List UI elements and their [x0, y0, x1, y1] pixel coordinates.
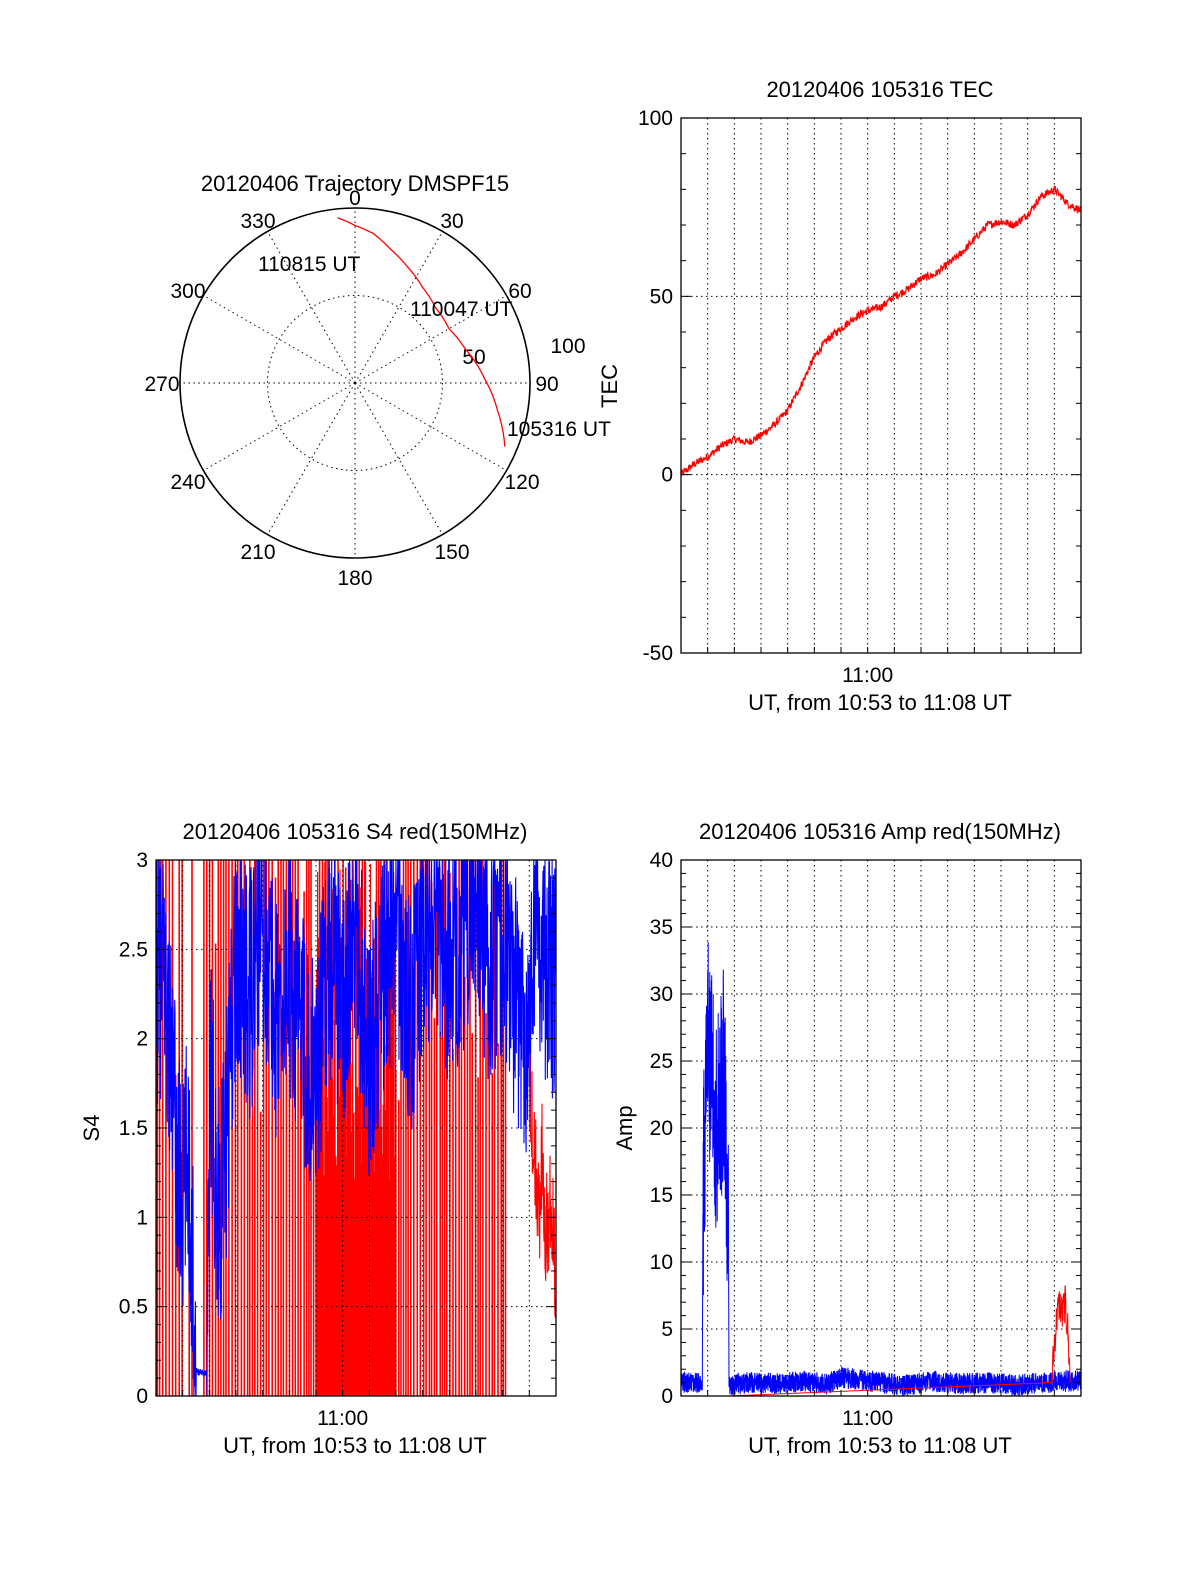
s4-panel: 20120406 105316 S4 red(150MHz) 0 0.5 1 1.5 2…	[79, 819, 557, 1458]
trajectory-label-start: 105316 UT	[507, 418, 611, 441]
polar-spoke-210	[267, 382, 356, 535]
trajectory-label-mid: 110047 UT	[410, 298, 513, 321]
polar-spoke-300	[203, 295, 356, 384]
amp-series-0	[680, 942, 1082, 1396]
azimuth-label-150: 150	[434, 541, 469, 564]
amp-series	[680, 942, 1082, 1397]
azimuth-label-300: 300	[170, 280, 205, 303]
amp-ytick-label: 40	[650, 849, 673, 872]
amp-ytick-label: 15	[650, 1184, 673, 1207]
azimuth-label-270: 270	[144, 373, 179, 396]
tec-plot-frame	[680, 117, 1082, 654]
azimuth-label-30: 30	[440, 210, 463, 233]
amp-ytick-label: 20	[650, 1117, 673, 1140]
s4-ytick-label: 1.5	[119, 1117, 148, 1140]
tec-ytick-label: -50	[643, 642, 673, 665]
polar-spoke-150	[354, 382, 443, 535]
amp-x-ticks: 11:00	[680, 1390, 1082, 1430]
tec-x-ticks: 11:00	[680, 647, 1082, 687]
amp-ytick-label: 5	[661, 1318, 673, 1341]
azimuth-label-240: 240	[170, 471, 205, 494]
azimuth-label-60: 60	[508, 280, 531, 303]
radial-label-100: 100	[550, 335, 585, 358]
trajectory-azimuth-labels: 0 30 60 90 120 150 180 210 240 270 300 3…	[144, 187, 558, 590]
s4-grid	[156, 860, 556, 1396]
amp-series-1	[702, 1285, 1071, 1397]
trajectory-grid	[180, 208, 530, 558]
s4-y-label: S4	[79, 1115, 104, 1142]
trajectory-label-end: 110815 UT	[258, 253, 361, 276]
polar-spoke-330	[267, 231, 356, 384]
amp-title: 20120406 105316 Amp red(150MHz)	[699, 819, 1061, 844]
azimuth-label-0: 0	[349, 187, 361, 210]
polar-spoke-60	[354, 295, 507, 384]
s4-ytick-label: 0	[136, 1385, 148, 1408]
amp-ytick-label: 0	[661, 1385, 673, 1408]
tec-x-label: UT, from 10:53 to 11:08 UT	[748, 690, 1012, 715]
amp-ytick-label: 35	[650, 916, 673, 939]
amp-ytick-label: 30	[650, 983, 673, 1006]
s4-ytick-label: 1	[136, 1206, 148, 1229]
tec-series	[680, 185, 1082, 476]
amp-y-ticks: 0 5 10 15 20 25 30 35 40	[650, 849, 1081, 1408]
tec-xtick-label: 11:00	[842, 664, 893, 687]
polar-spoke-30	[354, 231, 443, 384]
trajectory-panel: 20120406 Trajectory DMSPF15 0 30 60 90 1…	[144, 171, 611, 590]
tec-grid	[681, 118, 1081, 653]
trajectory-outer-ring	[179, 207, 531, 559]
s4-x-label: UT, from 10:53 to 11:08 UT	[223, 1433, 487, 1458]
azimuth-label-90: 90	[535, 373, 558, 396]
s4-ytick-label: 2.5	[119, 938, 148, 961]
tec-ytick-label: 50	[650, 285, 673, 308]
tec-title: 20120406 105316 TEC	[766, 77, 993, 102]
azimuth-label-330: 330	[240, 210, 275, 233]
s4-title: 20120406 105316 S4 red(150MHz)	[183, 819, 528, 844]
polar-spoke-120	[354, 382, 507, 471]
amp-xtick-label: 11:00	[842, 1407, 893, 1430]
tec-ytick-label: 100	[638, 107, 673, 130]
tec-y-label: TEC	[597, 364, 622, 408]
s4-xtick-label: 11:00	[317, 1407, 368, 1430]
s4-y-ticks: 0 0.5 1 1.5 2 2.5 3	[119, 849, 556, 1408]
amp-panel: 20120406 105316 Amp red(150MHz) 0 5 10 15 20…	[612, 819, 1082, 1458]
polar-ring-1	[267, 295, 443, 471]
s4-ytick-label: 0.5	[119, 1296, 148, 1319]
s4-ytick-label: 3	[136, 849, 148, 872]
amp-ytick-label: 10	[650, 1251, 673, 1274]
s4-series-0	[155, 859, 557, 1397]
azimuth-label-120: 120	[504, 471, 539, 494]
polar-spoke-240	[203, 382, 356, 471]
azimuth-label-180: 180	[337, 567, 372, 590]
s4-ytick-label: 2	[136, 1028, 148, 1051]
trajectory-track	[337, 217, 506, 447]
amp-y-label: Amp	[612, 1105, 637, 1150]
amp-grid	[681, 860, 1081, 1396]
tec-y-ticks: -50 0 50 100	[638, 107, 1081, 665]
amp-ytick-label: 25	[650, 1050, 673, 1073]
s4-x-ticks: 11:00	[155, 1390, 557, 1430]
tec-series-0	[680, 185, 1082, 476]
trajectory-title: 20120406 Trajectory DMSPF15	[201, 171, 509, 196]
tec-ytick-label: 0	[661, 464, 673, 487]
amp-x-label: UT, from 10:53 to 11:08 UT	[748, 1433, 1012, 1458]
s4-series-1	[528, 1053, 557, 1318]
azimuth-label-210: 210	[240, 541, 275, 564]
s4-series	[155, 859, 557, 1397]
